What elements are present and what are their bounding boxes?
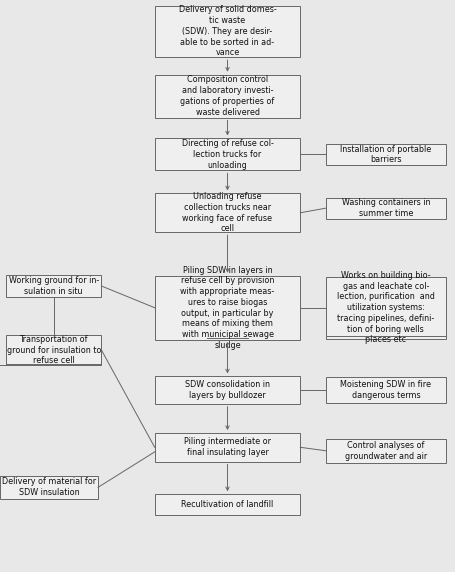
FancyBboxPatch shape bbox=[155, 138, 300, 170]
FancyBboxPatch shape bbox=[326, 277, 446, 339]
FancyBboxPatch shape bbox=[326, 144, 446, 165]
FancyBboxPatch shape bbox=[155, 75, 300, 118]
FancyBboxPatch shape bbox=[155, 376, 300, 404]
FancyBboxPatch shape bbox=[326, 198, 446, 219]
Text: Moistening SDW in fire
dangerous terms: Moistening SDW in fire dangerous terms bbox=[340, 380, 431, 400]
FancyBboxPatch shape bbox=[155, 494, 300, 515]
Text: Working ground for in-
sulation in situ: Working ground for in- sulation in situ bbox=[9, 276, 99, 296]
Text: Composition control
and laboratory investi-
gations of properties of
waste deliv: Composition control and laboratory inves… bbox=[180, 76, 275, 117]
FancyBboxPatch shape bbox=[155, 433, 300, 462]
FancyBboxPatch shape bbox=[6, 335, 101, 365]
Text: Control analyses of
groundwater and air: Control analyses of groundwater and air bbox=[345, 441, 427, 460]
FancyBboxPatch shape bbox=[0, 476, 98, 499]
FancyBboxPatch shape bbox=[155, 276, 300, 340]
FancyBboxPatch shape bbox=[155, 193, 300, 232]
Text: Works on building bio-
gas and leachate col-
lection, purification  and
utilizat: Works on building bio- gas and leachate … bbox=[337, 271, 435, 344]
Text: Unloading refuse
collection trucks near
working face of refuse
cell: Unloading refuse collection trucks near … bbox=[182, 192, 273, 233]
Text: SDW consolidation in
layers by bulldozer: SDW consolidation in layers by bulldozer bbox=[185, 380, 270, 400]
Text: Transportation of
ground for insulation to
refuse cell: Transportation of ground for insulation … bbox=[6, 335, 101, 366]
Text: Installation of portable
barriers: Installation of portable barriers bbox=[340, 145, 431, 164]
FancyBboxPatch shape bbox=[326, 439, 446, 463]
Text: Washing containers in
summer time: Washing containers in summer time bbox=[342, 198, 430, 218]
Text: Piling intermediate or
final insulating layer: Piling intermediate or final insulating … bbox=[184, 438, 271, 457]
Text: Delivery of material for
SDW insulation: Delivery of material for SDW insulation bbox=[2, 478, 96, 497]
Text: Recultivation of landfill: Recultivation of landfill bbox=[182, 500, 273, 509]
Text: Delivery of solid domes-
tic waste
(SDW). They are desir-
able to be sorted in a: Delivery of solid domes- tic waste (SDW)… bbox=[179, 6, 276, 57]
Text: Piling SDW in layers in
refuse cell by provision
with appropriate meas-
ures to : Piling SDW in layers in refuse cell by p… bbox=[180, 265, 275, 350]
FancyBboxPatch shape bbox=[326, 377, 446, 403]
FancyBboxPatch shape bbox=[155, 6, 300, 57]
Text: Directing of refuse col-
lection trucks for
unloading: Directing of refuse col- lection trucks … bbox=[182, 139, 273, 170]
FancyBboxPatch shape bbox=[6, 275, 101, 297]
